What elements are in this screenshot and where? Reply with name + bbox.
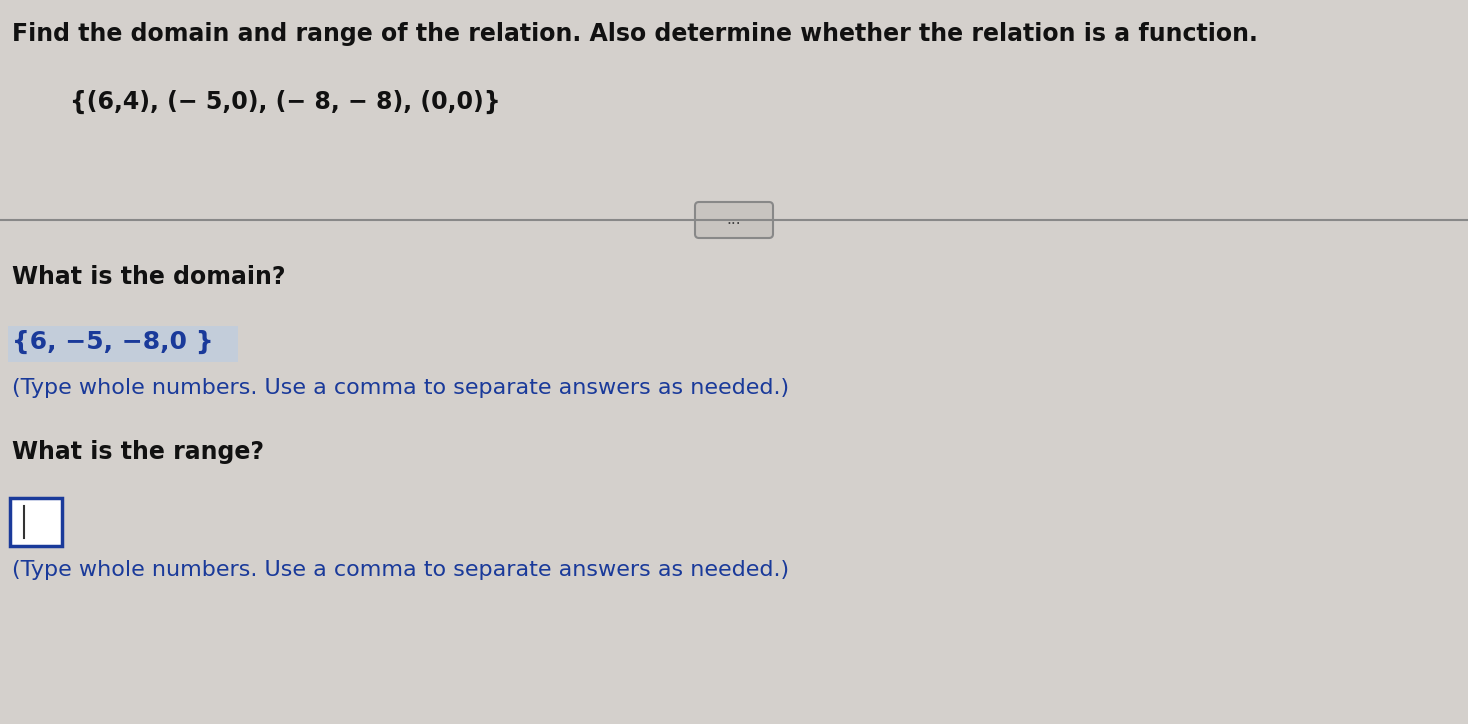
Text: What is the domain?: What is the domain? [12,265,285,289]
Text: (Type whole numbers. Use a comma to separate answers as needed.): (Type whole numbers. Use a comma to sepa… [12,560,790,580]
FancyBboxPatch shape [694,202,774,238]
Text: {6, −5, −8,0 }: {6, −5, −8,0 } [12,330,214,354]
Text: ...: ... [727,213,741,227]
Text: {(6,4), (− 5,0), (− 8, − 8), (0,0)}: {(6,4), (− 5,0), (− 8, − 8), (0,0)} [70,90,501,114]
Text: (Type whole numbers. Use a comma to separate answers as needed.): (Type whole numbers. Use a comma to sepa… [12,378,790,398]
FancyBboxPatch shape [7,326,238,362]
FancyBboxPatch shape [10,498,62,546]
Text: Find the domain and range of the relation. Also determine whether the relation i: Find the domain and range of the relatio… [12,22,1258,46]
Text: What is the range?: What is the range? [12,440,264,464]
